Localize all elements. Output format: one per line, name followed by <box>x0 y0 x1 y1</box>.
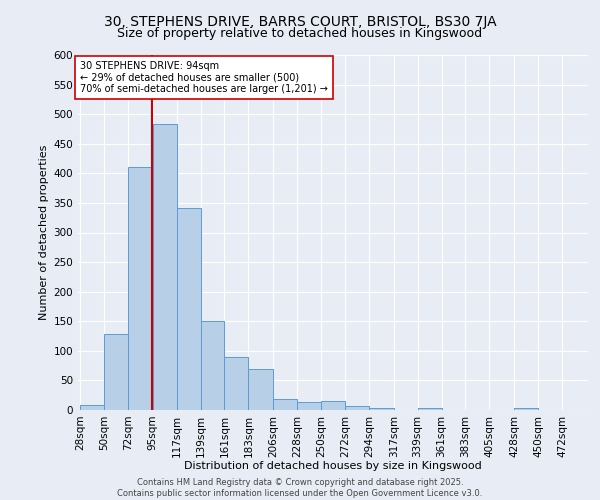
Bar <box>224 357 248 410</box>
Bar <box>153 124 177 410</box>
Bar <box>248 368 274 410</box>
Bar <box>128 168 153 410</box>
Y-axis label: Number of detached properties: Number of detached properties <box>39 145 49 320</box>
Bar <box>104 334 128 410</box>
Bar <box>80 406 104 410</box>
Bar <box>200 322 224 410</box>
Bar <box>297 402 321 410</box>
Text: 30 STEPHENS DRIVE: 94sqm
← 29% of detached houses are smaller (500)
70% of semi-: 30 STEPHENS DRIVE: 94sqm ← 29% of detach… <box>80 61 328 94</box>
Bar <box>369 408 394 410</box>
Bar <box>514 408 538 410</box>
Bar <box>321 401 345 410</box>
Text: Size of property relative to detached houses in Kingswood: Size of property relative to detached ho… <box>118 28 482 40</box>
Bar <box>345 406 369 410</box>
X-axis label: Distribution of detached houses by size in Kingswood: Distribution of detached houses by size … <box>184 461 482 471</box>
Bar <box>274 400 297 410</box>
Text: 30, STEPHENS DRIVE, BARRS COURT, BRISTOL, BS30 7JA: 30, STEPHENS DRIVE, BARRS COURT, BRISTOL… <box>104 15 496 29</box>
Text: Contains HM Land Registry data © Crown copyright and database right 2025.
Contai: Contains HM Land Registry data © Crown c… <box>118 478 482 498</box>
Bar <box>177 208 200 410</box>
Bar <box>418 408 442 410</box>
